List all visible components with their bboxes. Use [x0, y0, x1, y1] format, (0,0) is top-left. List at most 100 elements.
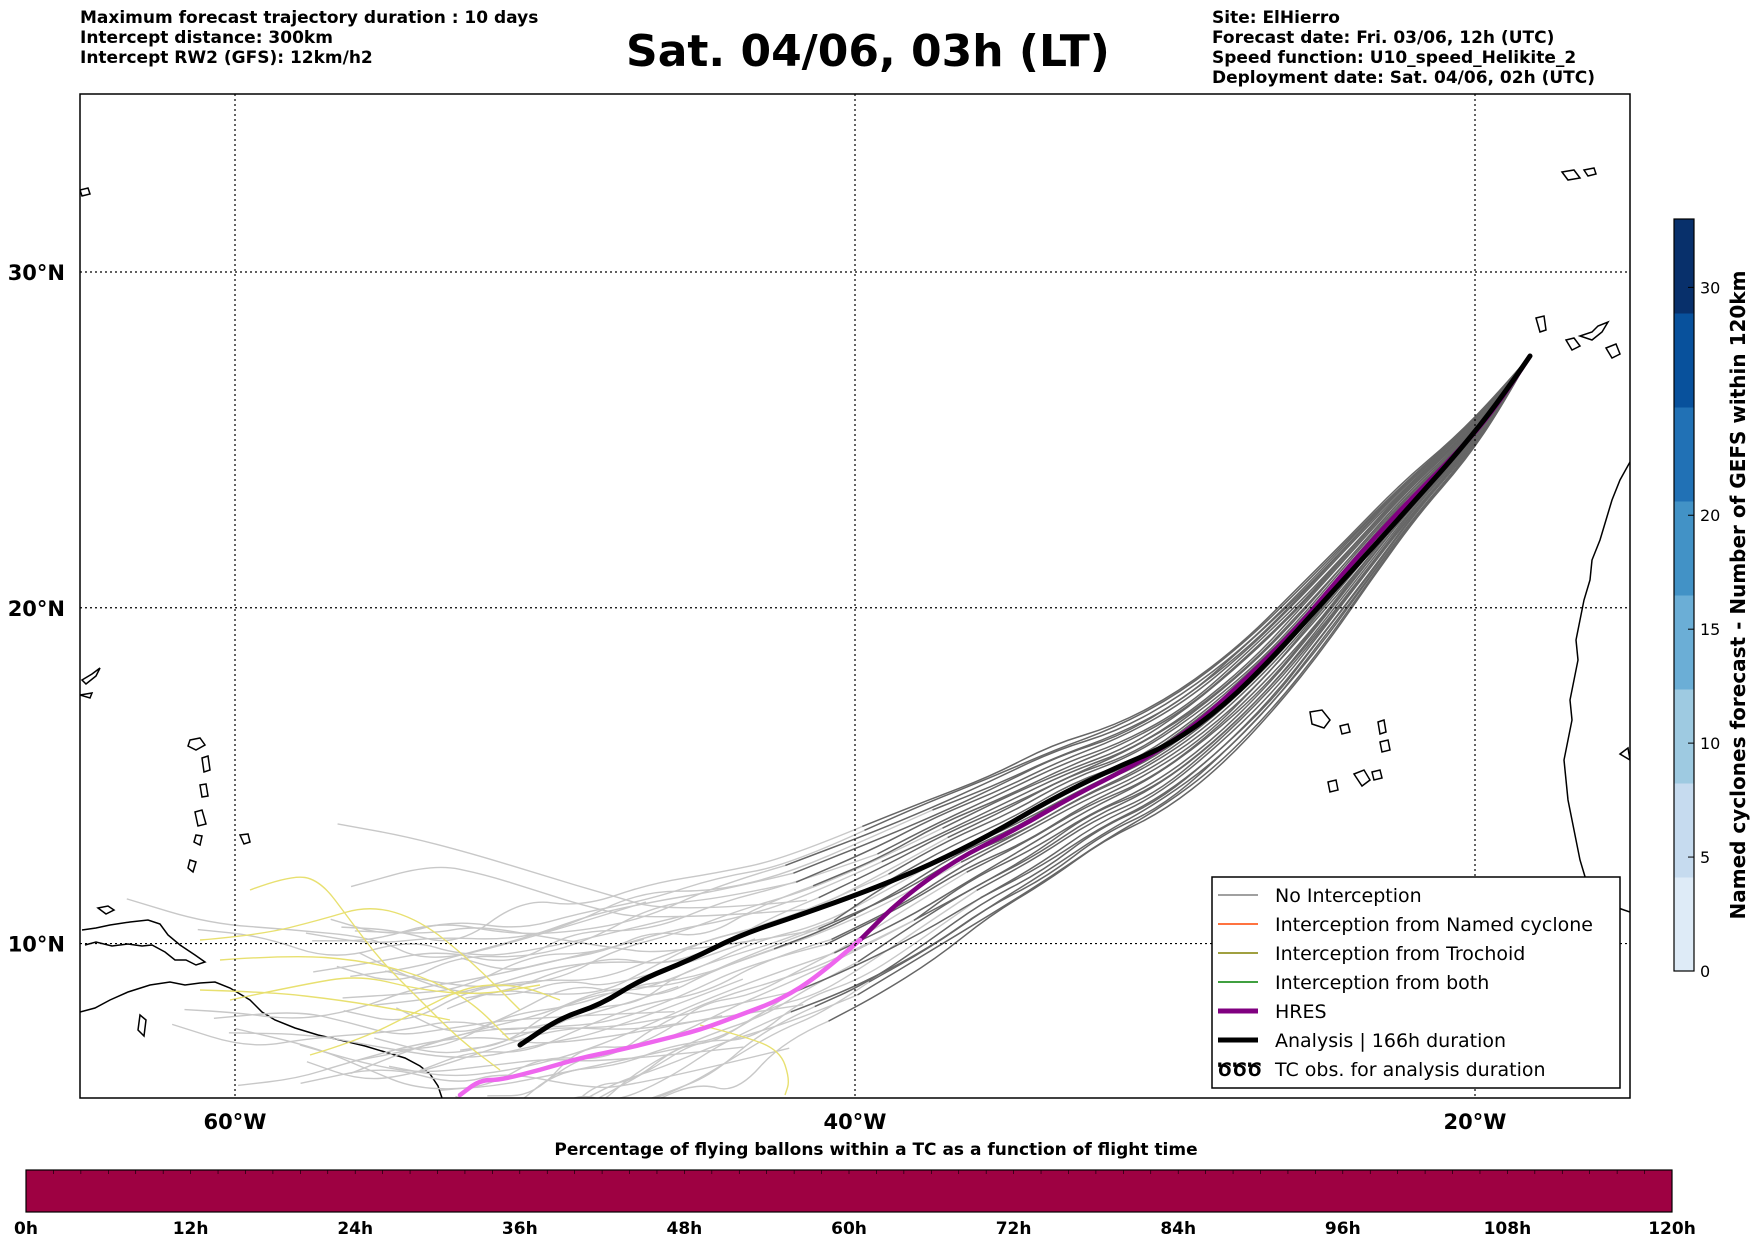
ensemble-trajectory [913, 355, 1531, 922]
trochoid-trajectory [699, 1024, 790, 1096]
colorbar-tick-label: 20 [1700, 506, 1720, 525]
ensemble-trajectory-late [446, 836, 949, 1010]
legend-item: Interception from Trochoid [1218, 943, 1525, 965]
ensemble-trajectory-late [419, 938, 832, 1072]
lat-tick-label: 10°N [8, 933, 65, 957]
colorbar-segment [1674, 877, 1694, 972]
ensemble-trajectory-late [659, 1020, 829, 1098]
site-text: Site: ElHierro [1212, 8, 1340, 28]
ensemble-tail [184, 938, 644, 1019]
trochoid-yellow-trajectories [199, 876, 790, 1096]
ensemble-tail [374, 1003, 804, 1054]
time-tick-label: 36h [502, 1219, 538, 1239]
ensemble-trajectory [818, 355, 1531, 899]
ensemble-trajectory [955, 355, 1531, 853]
colorbar-segment [1674, 501, 1694, 596]
colorbar-tick-label: 15 [1700, 620, 1720, 639]
ensemble-trajectory [857, 355, 1531, 963]
ensemble-trajectories-late [126, 809, 982, 1098]
analysis-trajectory [517, 353, 1533, 1048]
ensemble-trajectory [960, 355, 1531, 863]
ensemble-tail [300, 1047, 790, 1089]
time-tick-label: 84h [1160, 1219, 1196, 1239]
ensemble-trajectory-late [305, 809, 933, 943]
time-tick-label: 72h [996, 1219, 1032, 1239]
ensemble-trajectory [888, 355, 1531, 875]
hres-trajectory-late [457, 937, 863, 1098]
ensemble-tail [228, 978, 744, 1058]
ensemble-trajectory-late [350, 943, 826, 1075]
ensemble-tail [237, 1015, 723, 1087]
ensemble-trajectory [862, 355, 1531, 828]
trochoid-trajectory [309, 984, 561, 1056]
max-duration-text: Maximum forecast trajectory duration : 1… [80, 8, 539, 28]
legend-label: Interception from Named cyclone [1275, 914, 1593, 936]
time-bar [25, 1169, 1673, 1213]
time-tick-label: 108h [1484, 1219, 1532, 1239]
forecast-date-text: Forecast date: Fri. 03/06, 12h (UTC) [1212, 28, 1555, 48]
ensemble-trajectory-late [336, 881, 797, 981]
ensemble-trajectory [773, 355, 1531, 950]
ensemble-trajectory [793, 355, 1531, 874]
ensemble-trajectory [818, 355, 1531, 930]
legend-label: Interception from Trochoid [1275, 943, 1525, 965]
cyclone-colorbar: 0 5 10 15 20 30 Named cyclones forecast - Num… [1673, 218, 1750, 981]
colorbar-segment [1674, 595, 1694, 690]
ensemble-trajectory [932, 355, 1531, 811]
colorbar-tick-label: 0 [1700, 962, 1710, 981]
ensemble-trajectory [881, 355, 1531, 863]
ensemble-trajectory [790, 355, 1531, 1013]
intercept-distance-text: Intercept distance: 300km [80, 28, 333, 48]
colorbar-tick-label: 10 [1700, 734, 1720, 753]
ensemble-trajectory-late [330, 829, 865, 934]
tc-percentage-bar: 0h 12h 24h 36h 48h 60h 72h 84h 96h 108h 120h [14, 1169, 1696, 1239]
colorbar-tick-label: 5 [1700, 848, 1710, 867]
colorbar-tick-label: 30 [1700, 278, 1720, 297]
ensemble-trajectory-late [604, 961, 859, 1098]
trochoid-trajectory [199, 989, 451, 1021]
deployment-date-text: Deployment date: Sat. 04/06, 02h (UTC) [1212, 68, 1596, 88]
hres-and-analysis [457, 353, 1533, 1098]
time-bar-title: Percentage of flying ballons within a TC… [554, 1140, 1198, 1160]
ensemble-trajectory-late [652, 981, 870, 1098]
ensemble-trajectory [834, 355, 1531, 954]
colorbar-segment [1674, 783, 1694, 878]
ensemble-trajectory [787, 355, 1531, 996]
legend-item: ԾԾԾ TC obs. for analysis duration [1217, 1059, 1546, 1081]
trochoid-trajectory [219, 955, 511, 1041]
ensemble-trajectory-late [585, 994, 858, 1098]
ensemble-tail [213, 1010, 675, 1035]
ensemble-tail [354, 927, 827, 953]
trochoid-trajectory [229, 977, 541, 1001]
ensemble-trajectory [833, 355, 1531, 922]
lon-tick-label: 60°W [204, 1110, 267, 1134]
speed-function-text: Speed function: U10_speed_Helikite_2 [1212, 48, 1577, 68]
colorbar-segment [1674, 689, 1694, 784]
trochoid-trajectory [199, 908, 521, 1011]
legend-label: Analysis | 166h duration [1275, 1030, 1506, 1052]
page-title: Sat. 04/06, 03h (LT) [626, 26, 1110, 77]
colorbar-segment [1674, 407, 1694, 502]
legend-box [1211, 876, 1621, 1089]
ensemble-tail [126, 898, 647, 958]
header-right-info: Site: ElHierro Forecast date: Fri. 03/06… [1212, 8, 1595, 88]
legend-item: HRES [1218, 1001, 1327, 1023]
header-left-info: Maximum forecast trajectory duration : 1… [80, 8, 538, 68]
hres-trajectory [857, 353, 1533, 943]
ensemble-trajectory [814, 355, 1531, 1008]
ensemble-tail [299, 1044, 744, 1073]
legend-item: Interception from both [1218, 972, 1489, 994]
time-tick-label: 120h [1648, 1219, 1696, 1239]
ensemble-trajectory-late [487, 919, 915, 1097]
legend: No Interception Interception from Named c… [1211, 876, 1621, 1089]
time-tick-label: 96h [1325, 1219, 1361, 1239]
map-frame [79, 93, 1631, 1099]
ensemble-trajectory-late [341, 825, 863, 942]
time-tick-label: 48h [667, 1219, 703, 1239]
ensemble-tail [350, 866, 816, 918]
ensemble-tail [171, 985, 679, 1046]
lat-tick-label: 30°N [8, 261, 65, 285]
legend-item: Interception from Named cyclone [1218, 914, 1593, 936]
ensemble-trajectory-late [388, 952, 835, 1077]
ensemble-trajectory-late [440, 919, 915, 1091]
